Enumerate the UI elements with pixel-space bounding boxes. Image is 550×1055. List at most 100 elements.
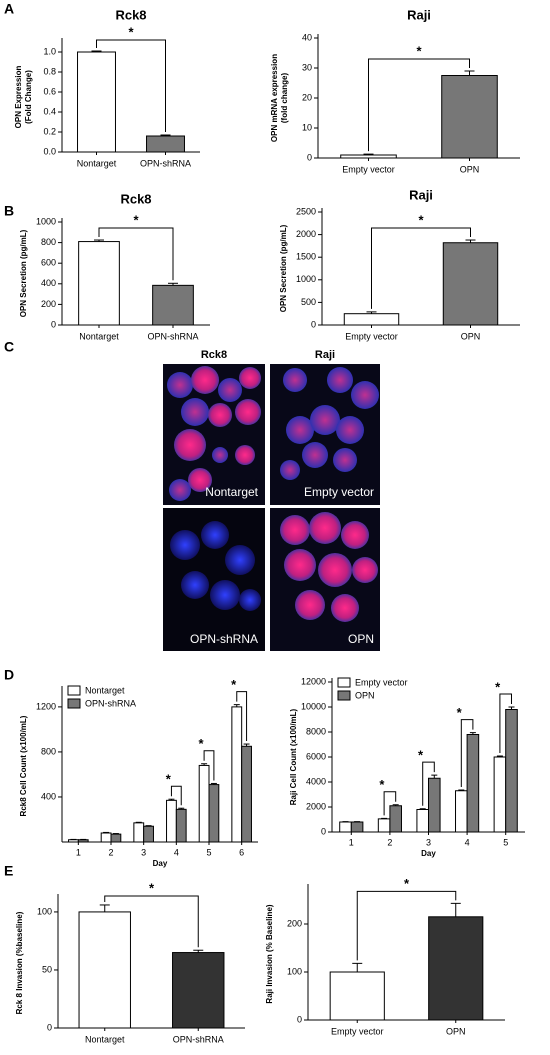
micrograph: [270, 364, 380, 505]
legend-swatch: [67, 698, 81, 709]
y-tick-label: 20: [302, 92, 312, 102]
x-tick-label: OPN: [446, 1026, 466, 1036]
significance-label: *: [416, 43, 422, 58]
y-tick-label: 6000: [306, 751, 326, 761]
bar: [377, 818, 391, 833]
significance-bracket: [236, 691, 248, 742]
y-axis-label: (Fold Change): [24, 70, 33, 124]
bar: [466, 734, 480, 833]
bar: [110, 833, 122, 843]
image-caption: OPN-shRNA: [190, 632, 258, 646]
y-axis-label: OPN Expression: [14, 66, 23, 129]
panel-letter: D: [4, 667, 14, 683]
bar: [166, 799, 177, 843]
y-tick-label: 0.6: [43, 86, 56, 96]
bar: [78, 911, 131, 1029]
y-axis-label: OPN Secretion (pg/mL): [19, 229, 28, 317]
x-tick-label: 2: [387, 837, 392, 847]
bar: [340, 154, 397, 159]
x-tick-label: 3: [426, 837, 431, 847]
bar: [339, 821, 352, 833]
significance-bracket: [170, 785, 182, 806]
significance-label: *: [149, 880, 155, 895]
legend-label: OPN-shRNA: [85, 698, 136, 708]
significance-bracket: [383, 791, 397, 816]
significance-bracket: [368, 58, 470, 152]
bar: [146, 135, 185, 153]
bar: [172, 952, 225, 1029]
panel-letter: A: [4, 1, 14, 17]
bar: [208, 784, 220, 843]
micrograph: [270, 508, 380, 651]
y-tick-label: 800: [41, 746, 56, 756]
x-axis-label: Day: [421, 849, 436, 858]
y-tick-label: 50: [42, 964, 52, 974]
y-tick-label: 0: [311, 319, 316, 329]
legend-label: Empty vector: [355, 677, 408, 687]
significance-bracket: [98, 227, 174, 281]
x-tick-label: Nontarget: [77, 158, 117, 168]
y-tick-label: 200: [41, 299, 56, 309]
significance-bracket: [104, 895, 199, 948]
y-tick-label: 0.2: [43, 126, 56, 136]
significance-label: *: [418, 212, 424, 227]
y-tick-label: 10000: [301, 701, 326, 711]
legend-label: Nontarget: [85, 685, 125, 695]
bar: [198, 764, 210, 843]
legend-swatch: [67, 685, 81, 696]
x-tick-label: OPN: [461, 331, 481, 341]
x-tick-label: 1: [349, 837, 354, 847]
significance-label: *: [128, 24, 134, 39]
significance-bracket: [499, 693, 512, 753]
significance-label: *: [457, 705, 463, 720]
chart-title: Raji: [409, 187, 433, 202]
y-tick-label: 40: [302, 32, 312, 42]
x-tick-label: Empty vector: [345, 331, 398, 341]
y-tick-label: 0: [51, 319, 56, 329]
y-tick-label: 100: [37, 906, 52, 916]
y-tick-label: 200: [287, 918, 302, 928]
bar: [100, 832, 112, 843]
significance-label: *: [379, 777, 385, 792]
bar: [343, 313, 400, 326]
bar: [455, 790, 468, 833]
x-tick-label: 4: [465, 837, 470, 847]
y-tick-label: 0: [307, 152, 312, 162]
bar: [133, 822, 145, 843]
x-tick-label: OPN: [460, 164, 480, 174]
y-tick-label: 0: [321, 826, 326, 836]
bar: [231, 706, 243, 843]
significance-label: *: [133, 212, 139, 227]
y-axis-label: Rck 8 Invasion (%baseline): [15, 911, 24, 1014]
x-tick-label: OPN-shRNA: [140, 158, 191, 168]
y-tick-label: 0.8: [43, 66, 56, 76]
legend-label: OPN: [355, 690, 375, 700]
y-axis-label: Raji Cell Count (x100/mL): [289, 708, 298, 805]
bar: [175, 808, 187, 843]
panel-letter: E: [4, 863, 13, 879]
significance-bracket: [203, 750, 215, 781]
significance-label: *: [198, 736, 204, 751]
image-caption: Empty vector: [304, 485, 374, 499]
y-tick-label: 0.0: [43, 146, 56, 156]
bar: [77, 51, 116, 153]
y-tick-label: 2500: [296, 206, 316, 216]
y-tick-label: 0: [47, 1022, 52, 1032]
y-tick-label: 1500: [296, 252, 316, 262]
y-tick-label: 4000: [306, 776, 326, 786]
y-tick-label: 1.0: [43, 46, 56, 56]
significance-bracket: [356, 890, 457, 961]
bar: [329, 971, 385, 1021]
image-column-title: Rck8: [201, 349, 227, 361]
x-tick-label: Nontarget: [85, 1034, 125, 1044]
y-tick-label: 2000: [296, 229, 316, 239]
x-tick-label: 3: [141, 847, 146, 857]
significance-label: *: [166, 772, 172, 787]
y-tick-label: 400: [41, 791, 56, 801]
bar: [493, 756, 507, 833]
chart-title: Rck8: [120, 191, 151, 206]
y-tick-label: 12000: [301, 676, 326, 686]
significance-label: *: [231, 677, 237, 692]
x-axis-label: Day: [153, 859, 168, 868]
